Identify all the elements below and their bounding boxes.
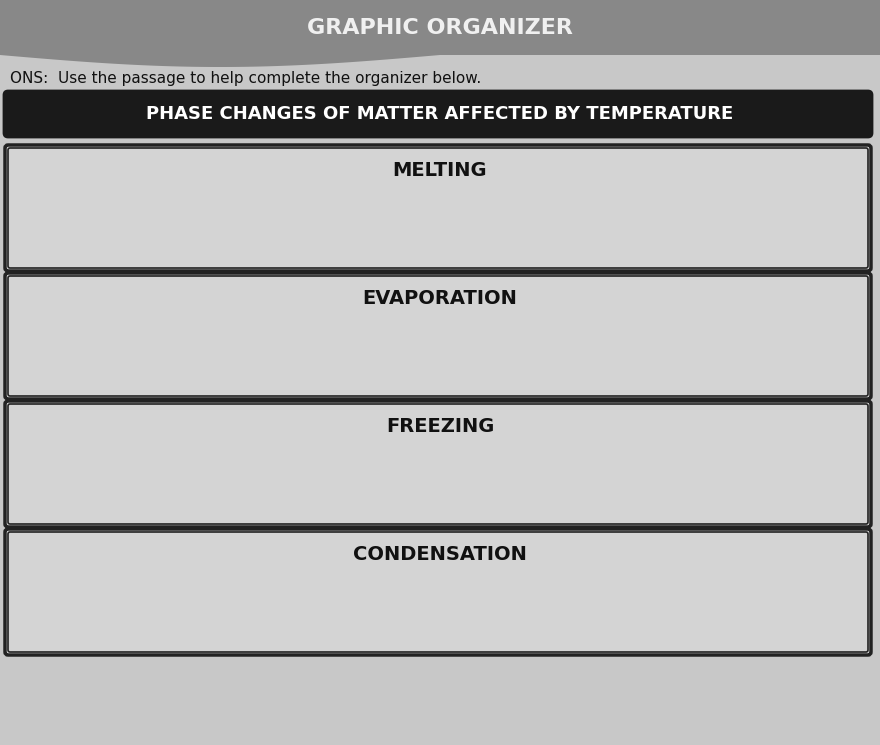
FancyBboxPatch shape bbox=[5, 273, 871, 399]
Text: PHASE CHANGES OF MATTER AFFECTED BY TEMPERATURE: PHASE CHANGES OF MATTER AFFECTED BY TEMP… bbox=[146, 105, 734, 123]
Polygon shape bbox=[0, 0, 880, 67]
Text: CONDENSATION: CONDENSATION bbox=[353, 545, 527, 563]
FancyBboxPatch shape bbox=[5, 145, 871, 271]
FancyBboxPatch shape bbox=[4, 91, 872, 137]
FancyBboxPatch shape bbox=[5, 401, 871, 527]
Text: MELTING: MELTING bbox=[392, 160, 488, 180]
Text: ONS:  Use the passage to help complete the organizer below.: ONS: Use the passage to help complete th… bbox=[10, 71, 481, 86]
FancyBboxPatch shape bbox=[5, 529, 871, 655]
FancyBboxPatch shape bbox=[0, 0, 880, 55]
Text: EVAPORATION: EVAPORATION bbox=[363, 288, 517, 308]
Text: FREEZING: FREEZING bbox=[385, 416, 495, 436]
Text: GRAPHIC ORGANIZER: GRAPHIC ORGANIZER bbox=[307, 18, 573, 38]
